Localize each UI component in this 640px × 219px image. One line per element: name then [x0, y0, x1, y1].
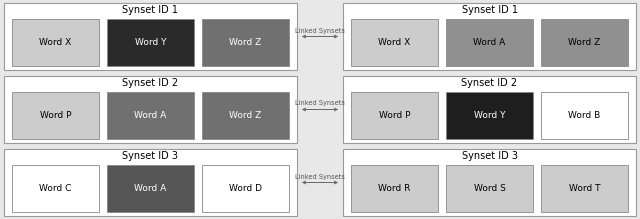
Bar: [202, 92, 289, 139]
Text: Word Z: Word Z: [568, 38, 600, 47]
Bar: [4, 3, 297, 70]
Text: Word Y: Word Y: [135, 38, 166, 47]
Text: Synset ID 3: Synset ID 3: [461, 151, 518, 161]
Bar: [343, 76, 636, 143]
Bar: [12, 165, 99, 212]
Bar: [446, 92, 533, 139]
Bar: [107, 92, 194, 139]
Text: Synset ID 1: Synset ID 1: [122, 5, 179, 15]
Text: Word P: Word P: [379, 111, 410, 120]
Bar: [4, 76, 297, 143]
Text: Linked Synsets: Linked Synsets: [295, 173, 345, 180]
Text: Synset ID 2: Synset ID 2: [122, 78, 179, 88]
Bar: [541, 165, 628, 212]
Bar: [12, 92, 99, 139]
Bar: [343, 3, 636, 70]
Bar: [202, 19, 289, 66]
Bar: [343, 149, 636, 216]
Bar: [107, 19, 194, 66]
Bar: [351, 165, 438, 212]
Bar: [12, 19, 99, 66]
Bar: [202, 165, 289, 212]
Text: Word D: Word D: [229, 184, 262, 193]
Bar: [351, 92, 438, 139]
Bar: [351, 19, 438, 66]
Text: Linked Synsets: Linked Synsets: [295, 28, 345, 34]
Text: Synset ID 1: Synset ID 1: [461, 5, 518, 15]
Text: Word C: Word C: [39, 184, 72, 193]
Text: Word A: Word A: [474, 38, 506, 47]
Text: Synset ID 2: Synset ID 2: [461, 78, 518, 88]
Text: Word Y: Word Y: [474, 111, 505, 120]
Text: Word X: Word X: [378, 38, 411, 47]
Text: Word P: Word P: [40, 111, 71, 120]
Bar: [541, 92, 628, 139]
Text: Word A: Word A: [134, 184, 166, 193]
Text: Word S: Word S: [474, 184, 506, 193]
Text: Word B: Word B: [568, 111, 600, 120]
Text: Linked Synsets: Linked Synsets: [295, 101, 345, 106]
Bar: [541, 19, 628, 66]
Text: Word T: Word T: [569, 184, 600, 193]
Text: Word A: Word A: [134, 111, 166, 120]
Text: Word R: Word R: [378, 184, 411, 193]
Text: Word X: Word X: [40, 38, 72, 47]
Bar: [446, 165, 533, 212]
Text: Synset ID 3: Synset ID 3: [122, 151, 179, 161]
Text: Word Z: Word Z: [229, 38, 262, 47]
Text: Word Z: Word Z: [229, 111, 262, 120]
Bar: [107, 165, 194, 212]
Bar: [4, 149, 297, 216]
Bar: [446, 19, 533, 66]
